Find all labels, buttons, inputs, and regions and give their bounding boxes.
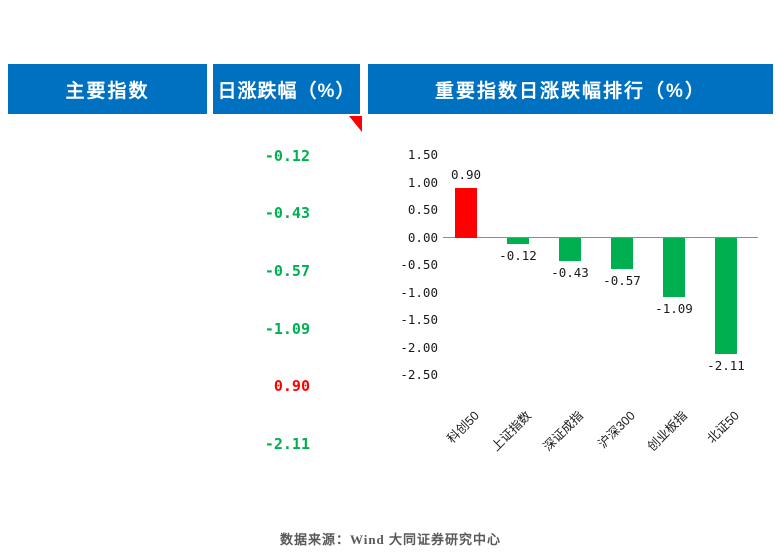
bar-data-label: -0.43	[551, 265, 589, 281]
chart-zero-axis-line	[443, 237, 758, 238]
x-axis-category-label: 科创50	[444, 408, 483, 447]
header-chart-title: 重要指数日涨跌幅排行（%）	[368, 64, 773, 114]
change-value: -0.43	[264, 204, 310, 223]
x-axis-category-label: 深证成指	[540, 408, 587, 454]
change-value: -0.12	[264, 146, 310, 165]
y-axis-tick-label: -2.00	[400, 339, 438, 355]
x-axis-category-label: 上证指数	[488, 408, 535, 454]
change-value: -1.09	[264, 319, 310, 338]
bar-data-label: -2.11	[707, 357, 745, 373]
y-axis-tick-label: 1.00	[407, 174, 438, 190]
header-major-indices: 主要指数	[8, 64, 207, 114]
chart-bar	[559, 237, 581, 262]
bar-data-label: -1.09	[655, 301, 693, 317]
change-value: 0.90	[273, 377, 310, 396]
y-axis-tick-label: 0.50	[407, 202, 438, 217]
y-axis-tick-label: 0.00	[407, 229, 438, 245]
table-header-row: 主要指数 日涨跌幅（%） 重要指数日涨跌幅排行（%）	[8, 64, 773, 114]
header-daily-change-pct: 日涨跌幅（%）	[213, 64, 360, 114]
bar-data-label: -0.57	[603, 272, 641, 288]
x-axis-category-label: 创业板指	[644, 408, 691, 454]
chart-bar	[611, 237, 633, 269]
bar-data-label: -0.12	[499, 248, 537, 264]
y-axis-tick-label: 1.50	[407, 147, 438, 162]
change-value: -2.11	[264, 434, 310, 453]
bar-data-label: 0.90	[450, 167, 482, 182]
data-source-text: 数据来源：Wind 大同证券研究中心	[279, 532, 502, 547]
change-values-column: -0.12 -0.43 -0.57 -1.09 0.90 -2.11	[212, 127, 310, 473]
y-axis-tick-label: -1.50	[400, 312, 438, 327]
change-value: -0.57	[264, 261, 310, 280]
chart-bar	[507, 237, 529, 245]
x-axis-category-label: 沪深300	[595, 408, 639, 451]
red-triangle-marker	[349, 116, 362, 132]
bar-chart: 1.50 1.00 0.50 0.00 -0.50 -1.00 -1.50 -2.00 -2.5…	[368, 120, 770, 480]
x-axis-category-label: 北证50	[704, 408, 743, 447]
y-axis-tick-label: -2.50	[400, 367, 438, 382]
chart-bar	[715, 237, 737, 354]
chart-bar	[663, 237, 685, 298]
chart-bar	[455, 188, 477, 238]
y-axis-tick-label: -1.00	[400, 284, 438, 300]
y-axis-tick-label: -0.50	[400, 257, 438, 272]
